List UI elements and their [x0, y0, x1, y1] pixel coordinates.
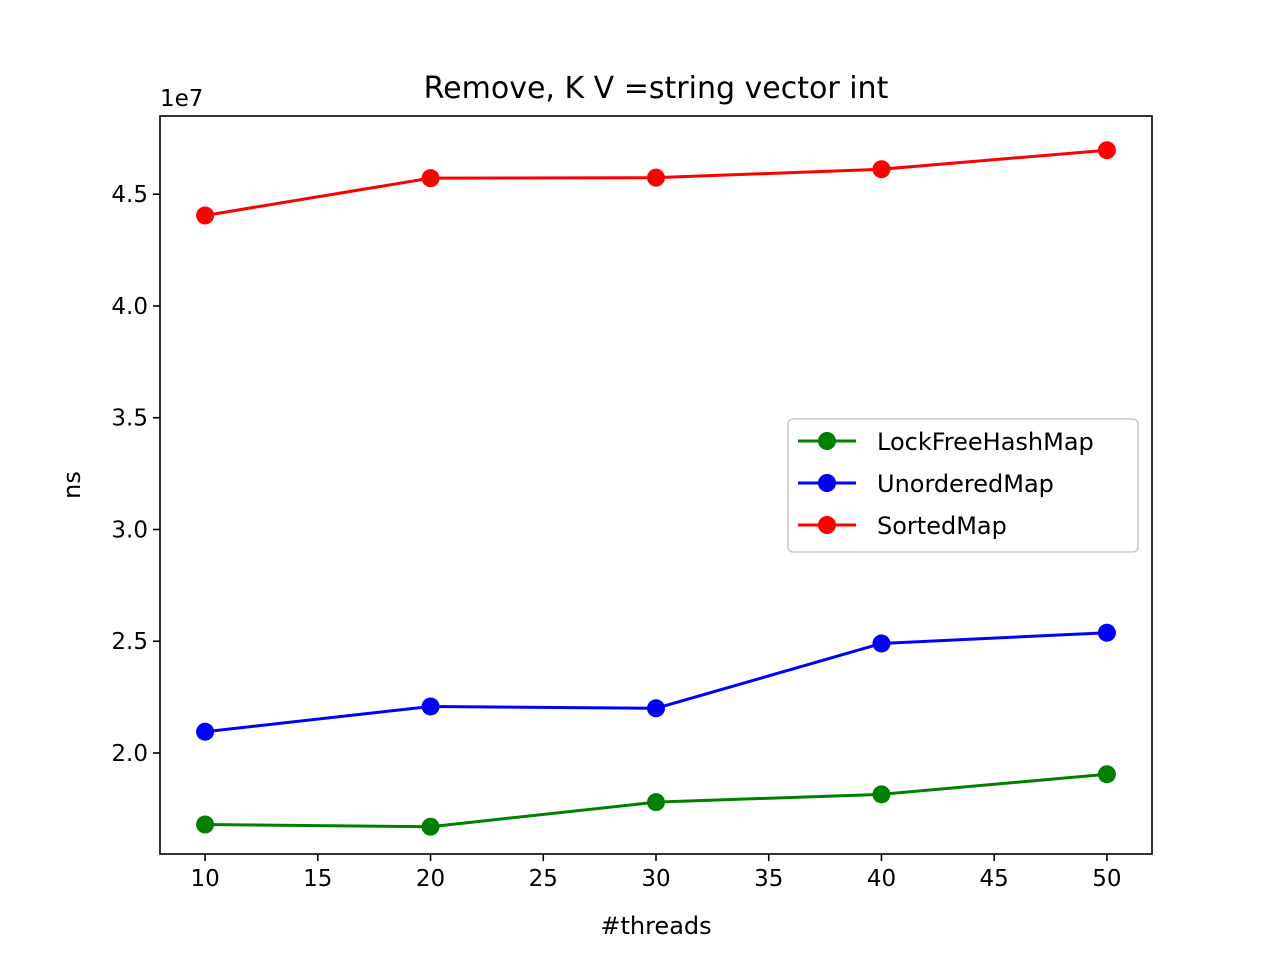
x-tick-label: 45 [980, 866, 1009, 892]
y-tick-label: 4.0 [111, 294, 148, 320]
data-point-unorderedmap [421, 697, 440, 716]
x-tick-label: 50 [1092, 866, 1121, 892]
data-point-lockfreehashmap [196, 815, 215, 834]
legend-marker-sortedmap [818, 516, 836, 534]
legend-marker-lockfreehashmap [818, 432, 836, 450]
data-point-lockfreehashmap [421, 817, 440, 836]
x-tick-label: 35 [754, 866, 783, 892]
plot-frame [159, 115, 1153, 855]
legend-label-lockfreehashmap: LockFreeHashMap [877, 428, 1094, 456]
x-axis-ticks: 10 15 20 25 30 35 40 45 50 [190, 854, 1122, 892]
x-axis-label: #threads [600, 912, 711, 940]
x-tick-label: 15 [303, 866, 332, 892]
x-tick-label: 40 [867, 866, 896, 892]
data-point-lockfreehashmap [647, 793, 665, 812]
y-tick-label: 4.5 [111, 182, 148, 208]
y-axis-ticks: 2.0 2.5 3.0 3.5 4.0 4.5 [111, 182, 160, 767]
y-axis-label: ns [58, 471, 86, 499]
y-tick-label: 2.5 [111, 629, 148, 655]
data-point-unorderedmap [196, 722, 215, 741]
y-tick-label: 2.0 [111, 741, 148, 767]
data-point-sortedmap [196, 206, 215, 225]
data-point-sortedmap [1097, 141, 1116, 160]
legend: LockFreeHashMap UnorderedMap SortedMap [787, 418, 1139, 553]
legend-box [787, 418, 1139, 553]
y-tick-label: 3.0 [111, 517, 148, 543]
data-point-lockfreehashmap [1097, 765, 1116, 784]
x-tick-label: 30 [641, 866, 670, 892]
data-point-unorderedmap [647, 699, 665, 718]
x-tick-label: 20 [416, 866, 445, 892]
x-tick-label: 25 [529, 866, 558, 892]
chart-title: Remove, K V =string vector int [424, 71, 889, 106]
data-point-sortedmap [421, 169, 440, 188]
data-point-lockfreehashmap [872, 785, 891, 804]
x-tick-label: 10 [190, 866, 219, 892]
legend-marker-unorderedmap [818, 474, 836, 492]
data-point-sortedmap [872, 160, 891, 179]
legend-label-unorderedmap: UnorderedMap [877, 470, 1054, 498]
data-point-unorderedmap [1097, 623, 1116, 642]
data-point-sortedmap [647, 168, 665, 187]
y-multiplier-label: 1e7 [160, 86, 203, 112]
series-layer [196, 141, 1116, 836]
y-tick-label: 3.5 [111, 406, 148, 432]
data-point-unorderedmap [872, 634, 891, 653]
legend-label-sortedmap: SortedMap [877, 512, 1007, 540]
